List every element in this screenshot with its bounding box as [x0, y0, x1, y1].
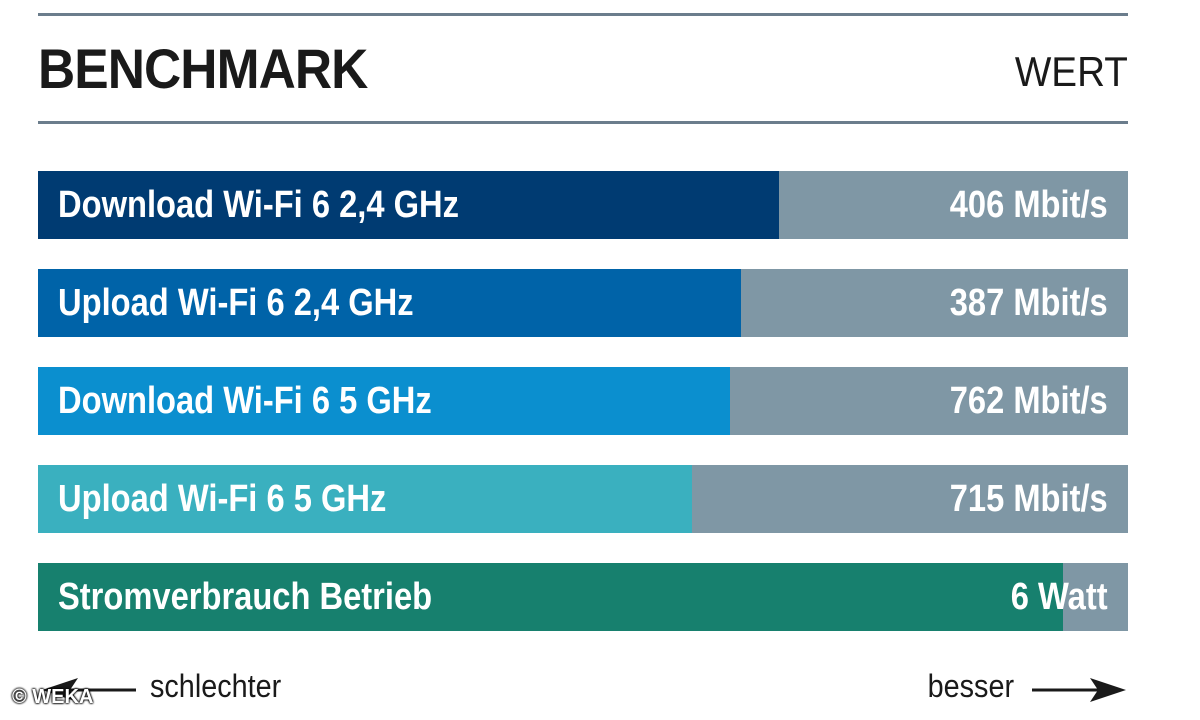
bar [38, 563, 1063, 631]
bar-value-label: 715 Mbit/s [949, 478, 1108, 520]
bar-row: Upload Wi-Fi 6 5 GHz 715 Mbit/s [38, 465, 1128, 533]
bar-category-label: Upload Wi-Fi 6 2,4 GHz [58, 282, 414, 324]
bar-row: Download Wi-Fi 6 2,4 GHz 406 Mbit/s [38, 171, 1128, 239]
copyright-label: © WEKA [12, 686, 94, 708]
bar-category-label: Stromverbrauch Betrieb [58, 576, 433, 618]
bar-value-label: 387 Mbit/s [949, 282, 1108, 324]
bar-category-label: Upload Wi-Fi 6 5 GHz [58, 478, 387, 520]
arrow-left-icon [42, 678, 136, 702]
legend-worse-label: schlechter [150, 668, 282, 704]
bar [38, 171, 779, 239]
bar-row: Download Wi-Fi 6 5 GHz 762 Mbit/s [38, 367, 1128, 435]
bar [38, 367, 730, 435]
bar-value-label: 6 Watt [1011, 576, 1108, 618]
bar-row: Stromverbrauch Betrieb 6 Watt [38, 563, 1128, 631]
bar [38, 465, 692, 533]
top-rule [38, 13, 1128, 16]
header-rule [38, 121, 1128, 124]
bar-row: Upload Wi-Fi 6 2,4 GHz 387 Mbit/s [38, 269, 1128, 337]
bar-value-label: 762 Mbit/s [949, 380, 1108, 422]
chart-title: BENCHMARK [38, 37, 368, 100]
bar [38, 269, 741, 337]
bar-category-label: Download Wi-Fi 6 2,4 GHz [58, 184, 459, 226]
arrow-right-icon [1032, 678, 1126, 702]
bar-value-label: 406 Mbit/s [949, 184, 1108, 226]
bar-category-label: Download Wi-Fi 6 5 GHz [58, 380, 432, 422]
legend-better-label: besser [927, 668, 1014, 704]
value-column-header: WERT [1014, 48, 1128, 95]
